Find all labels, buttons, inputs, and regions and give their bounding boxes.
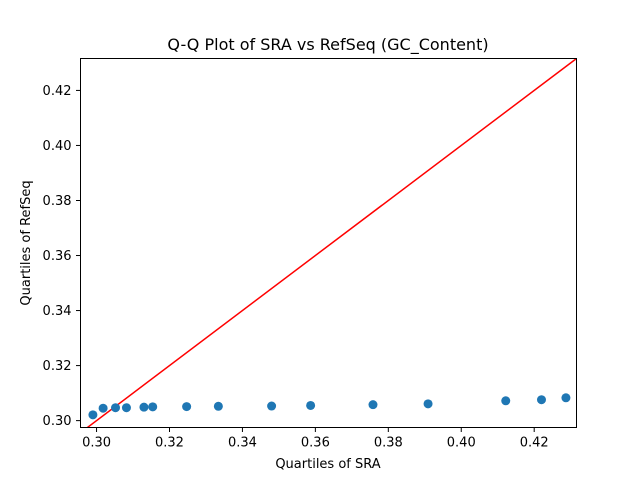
y-tick-label: 0.30 <box>43 414 72 429</box>
y-tick-label: 0.38 <box>43 194 72 209</box>
y-tick-label: 0.36 <box>43 249 72 264</box>
data-point-10 <box>306 400 316 410</box>
x-tick-label: 0.32 <box>155 436 184 451</box>
y-tick-label: 0.34 <box>43 304 72 319</box>
x-tick-label: 0.42 <box>520 436 549 451</box>
y-tick-label: 0.32 <box>43 359 72 374</box>
data-point-12 <box>423 399 433 409</box>
data-point-4 <box>121 403 131 413</box>
data-point-6 <box>148 402 158 412</box>
x-tick-label: 0.30 <box>82 436 111 451</box>
x-tick-label: 0.36 <box>301 436 330 451</box>
reference-line <box>86 58 577 428</box>
data-point-15 <box>561 393 571 403</box>
data-point-13 <box>501 396 511 406</box>
plot-frame <box>80 58 577 428</box>
x-axis-ticks: 0.30 0.32 0.34 0.36 0.38 0.40 0.42 <box>82 427 549 451</box>
data-point-3 <box>111 403 121 413</box>
data-point-7 <box>182 402 192 412</box>
x-tick-label: 0.38 <box>374 436 403 451</box>
data-point-2 <box>98 403 108 413</box>
y-tick-label: 0.42 <box>43 84 72 99</box>
y-axis-ticks: 0.30 0.32 0.34 0.36 0.38 0.40 0.42 <box>43 84 81 429</box>
data-point-8 <box>213 401 223 411</box>
x-tick-label: 0.40 <box>447 436 476 451</box>
data-point-9 <box>267 401 277 411</box>
chart-title: Q-Q Plot of SRA vs RefSeq (GC_Content) <box>167 35 488 55</box>
x-axis-label: Quartiles of SRA <box>275 457 380 472</box>
plot-area <box>86 58 577 428</box>
data-point-5 <box>139 402 149 412</box>
data-point-1 <box>88 410 98 420</box>
y-tick-label: 0.40 <box>43 139 72 154</box>
y-axis-label: Quartiles of RefSeq <box>19 180 34 305</box>
x-tick-label: 0.34 <box>228 436 257 451</box>
data-point-14 <box>536 395 546 405</box>
data-point-11 <box>368 400 378 410</box>
